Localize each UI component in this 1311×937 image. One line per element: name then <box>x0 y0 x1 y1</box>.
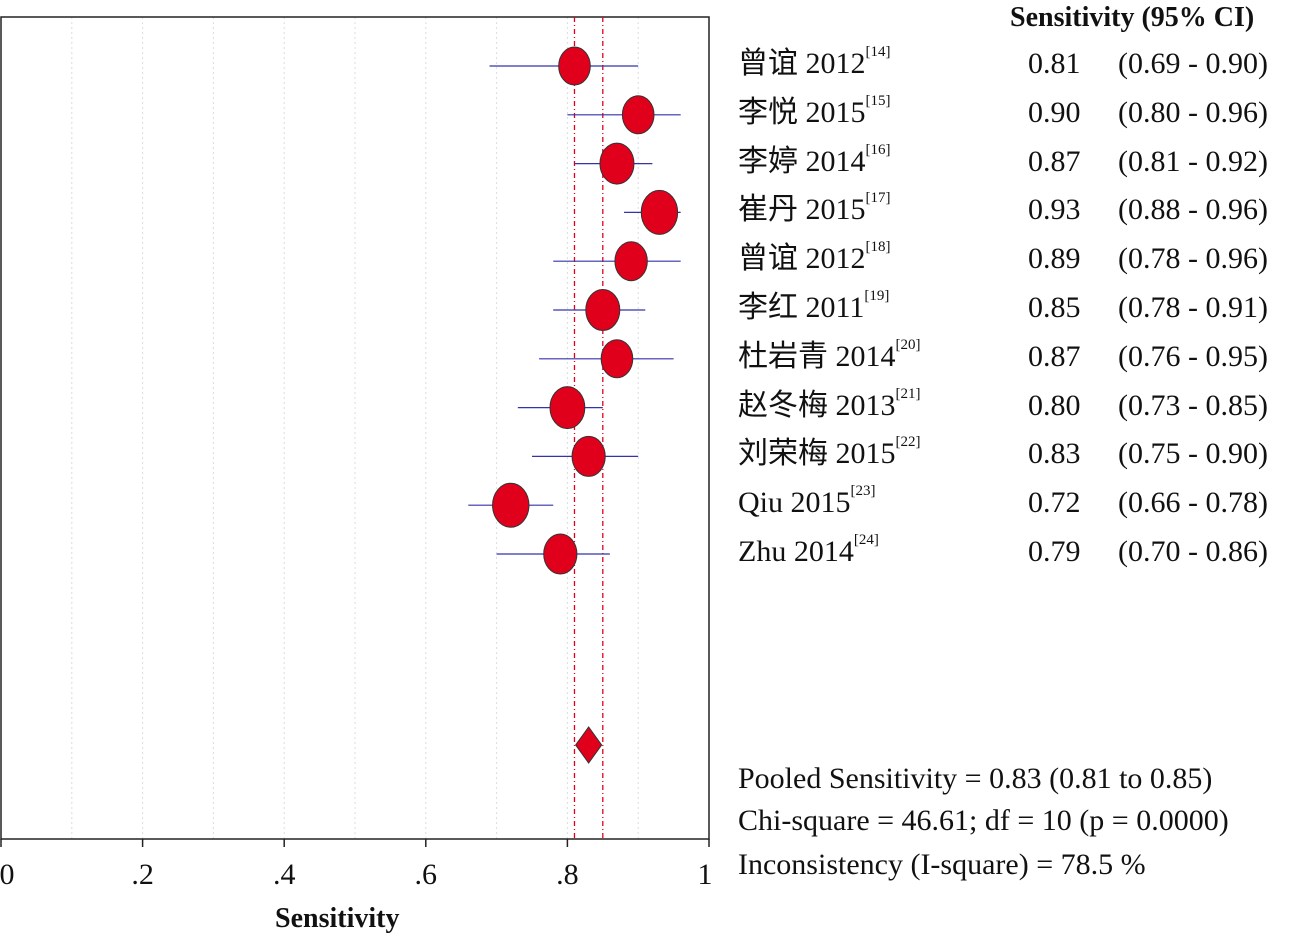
study-ci: (0.76 - 0.95) <box>1118 339 1268 373</box>
study-ci: (0.78 - 0.96) <box>1118 242 1268 276</box>
study-estimate: 0.89 <box>1028 242 1081 276</box>
study-point-marker <box>558 46 591 86</box>
study-reference: [17] <box>865 190 891 207</box>
study-estimate: 0.90 <box>1028 95 1081 129</box>
study-label: 崔丹 2015[17] <box>738 191 891 227</box>
x-tick-label: 1 <box>698 858 713 891</box>
study-estimate: 0.93 <box>1028 193 1081 227</box>
study-point-marker <box>492 482 530 528</box>
study-estimate: 0.87 <box>1028 144 1081 178</box>
study-name: Zhu 2014 <box>738 535 854 568</box>
study-reference: [24] <box>853 532 879 548</box>
study-point-marker <box>614 241 648 282</box>
study-name: 李红 2011 <box>738 291 865 324</box>
study-label: 曾谊 2012[18] <box>738 240 891 276</box>
study-label: 杜岩青 2014[20] <box>738 337 921 373</box>
plot-frame <box>0 16 710 840</box>
study-label: 李悦 2015[15] <box>738 93 891 129</box>
x-tick-label: .4 <box>273 858 296 891</box>
study-name: Qiu 2015 <box>738 486 851 520</box>
study-estimate: 0.81 <box>1028 47 1081 80</box>
study-reference: [15] <box>865 92 891 109</box>
study-point-marker <box>543 533 578 575</box>
study-point-marker <box>621 95 655 135</box>
study-label: 刘荣梅 2015[22] <box>738 435 921 471</box>
study-reference: [23] <box>850 483 876 500</box>
study-label: 李红 2011[19] <box>738 289 889 324</box>
study-name: 赵冬梅 2013 <box>738 388 896 422</box>
study-name: 曾谊 2012 <box>738 242 866 276</box>
pooled-diamond <box>575 726 603 764</box>
study-point-marker <box>571 435 606 477</box>
x-axis-title: Sensitivity <box>275 903 400 934</box>
study-label: 赵冬梅 2013[21] <box>738 386 921 422</box>
study-ci: (0.80 - 0.96) <box>1118 95 1268 129</box>
study-ci: (0.81 - 0.92) <box>1118 144 1268 178</box>
study-label: Qiu 2015[23] <box>738 484 876 520</box>
study-point-marker <box>585 289 621 331</box>
study-name: 崔丹 2015 <box>738 193 866 227</box>
study-ci: (0.66 - 0.78) <box>1118 486 1268 520</box>
study-point-marker <box>600 339 634 379</box>
study-estimate: 0.79 <box>1028 535 1081 568</box>
study-ci: (0.70 - 0.86) <box>1118 535 1268 568</box>
study-ci: (0.73 - 0.85) <box>1118 388 1268 422</box>
study-label: 李婷 2014[16] <box>738 142 891 178</box>
study-name: 李悦 2015 <box>738 95 866 129</box>
study-name: 刘荣梅 2015 <box>738 437 896 471</box>
study-point-marker <box>599 142 635 185</box>
study-label: Zhu 2014[24] <box>738 533 879 568</box>
study-reference: [21] <box>895 385 921 402</box>
study-estimate: 0.87 <box>1028 339 1081 373</box>
x-tick-label: .8 <box>556 858 579 891</box>
chi-square-text: Chi-square = 46.61; df = 10 (p = 0.0000) <box>738 804 1229 837</box>
study-estimate: 0.83 <box>1028 437 1081 471</box>
study-estimate: 0.85 <box>1028 291 1081 324</box>
study-reference: [16] <box>865 141 891 158</box>
study-name: 李婷 2014 <box>738 144 866 178</box>
study-ci: (0.69 - 0.90) <box>1118 47 1268 80</box>
study-estimate: 0.80 <box>1028 388 1081 422</box>
study-reference: [22] <box>895 434 921 451</box>
study-reference: [14] <box>865 44 891 60</box>
study-reference: [20] <box>895 336 921 353</box>
table-header: Sensitivity (95% CI) <box>1010 2 1255 33</box>
x-tick-label: 0 <box>0 858 15 891</box>
pooled-sensitivity-text: Pooled Sensitivity = 0.83 (0.81 to 0.85) <box>738 762 1213 795</box>
study-name: 杜岩青 2014 <box>738 339 896 373</box>
study-ci: (0.88 - 0.96) <box>1118 193 1268 227</box>
study-name: 曾谊 2012 <box>738 47 866 80</box>
study-estimate: 0.72 <box>1028 486 1081 520</box>
study-reference: [19] <box>864 288 890 304</box>
study-ci: (0.75 - 0.90) <box>1118 437 1268 471</box>
x-tick-label: .2 <box>131 858 154 891</box>
study-reference: [18] <box>865 239 891 256</box>
study-ci: (0.78 - 0.91) <box>1118 291 1268 324</box>
study-label: 曾谊 2012[14] <box>738 45 891 80</box>
study-point-marker <box>640 189 679 235</box>
x-tick-label: .6 <box>415 858 438 891</box>
inconsistency-text: Inconsistency (I-square) = 78.5 % <box>738 848 1146 881</box>
study-point-marker <box>549 386 586 430</box>
